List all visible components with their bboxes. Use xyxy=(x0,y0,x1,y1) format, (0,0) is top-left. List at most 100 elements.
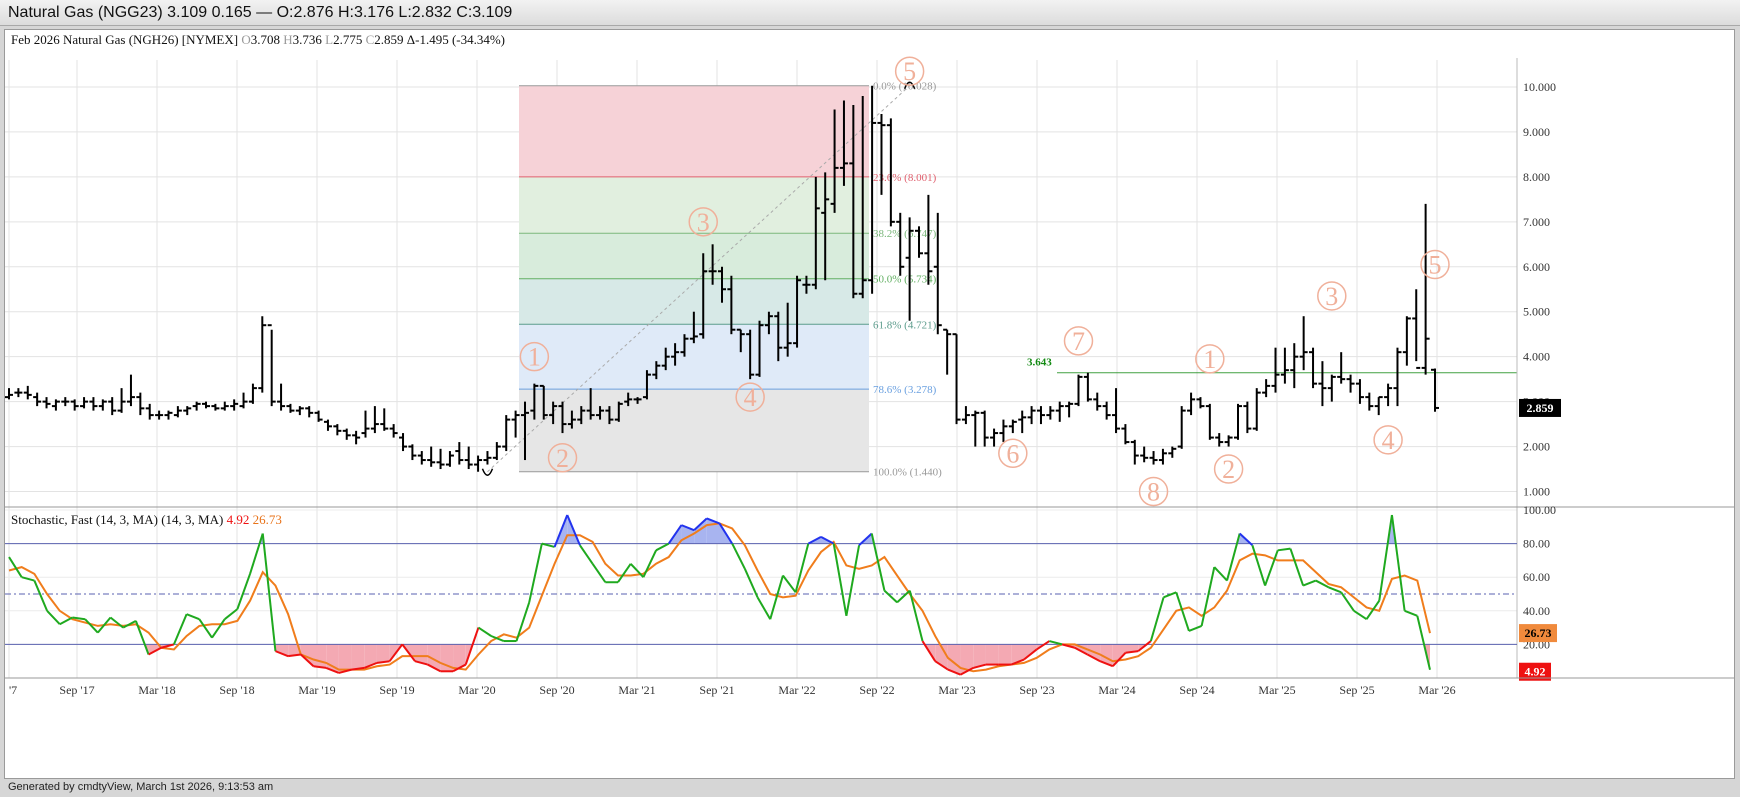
stoch-shade xyxy=(338,644,352,673)
ohlc-bar xyxy=(952,333,961,425)
ohlc-bar xyxy=(614,401,623,422)
fib-level-label: 23.6% (8.001) xyxy=(873,172,937,184)
stoch-k-segment xyxy=(845,545,861,617)
stoch-k-segment xyxy=(1416,615,1431,670)
stoch-tick-label: 40.00 xyxy=(1523,604,1550,618)
stoch-k-segment xyxy=(1099,660,1114,668)
price-tick-label: 2.000 xyxy=(1523,440,1550,454)
stoch-k-segment xyxy=(173,613,188,645)
stoch-k-segment xyxy=(1036,640,1050,651)
stoch-k-segment xyxy=(211,618,226,639)
price-tick-label: 6.000 xyxy=(1523,260,1550,274)
price-tick-label: 1.000 xyxy=(1523,485,1550,499)
stoch-k-segment xyxy=(947,668,961,676)
ohlc-bar xyxy=(277,383,286,411)
last-price-label: 2.859 xyxy=(1527,401,1554,415)
ohlc-bar xyxy=(567,410,576,429)
ohlc-bar xyxy=(417,451,426,465)
stoch-tick-label: 80.00 xyxy=(1523,537,1550,551)
ohlc-bar xyxy=(80,397,89,409)
stoch-shade xyxy=(275,644,289,657)
ohlc-bar xyxy=(1402,316,1411,366)
stoch-k-segment xyxy=(896,589,911,604)
ohlc-bar xyxy=(1055,401,1064,422)
price-header: Feb 2026 Natural Gas (NGH26) [NYMEX] O3.… xyxy=(11,32,505,47)
stoch-k-segment xyxy=(1188,624,1202,632)
ohlc-bar xyxy=(1393,347,1402,407)
ohlc-bar xyxy=(1008,419,1017,434)
stoch-k-segment xyxy=(46,610,61,625)
wave-number: 3 xyxy=(1325,282,1338,311)
stoch-k-segment xyxy=(908,590,924,642)
ohlc-bar xyxy=(1384,383,1393,407)
wave-circle xyxy=(1420,249,1450,280)
stoch-k-segment xyxy=(464,627,480,665)
ohlc-bar xyxy=(1412,289,1421,369)
time-axis: '7 Sep '17 Mar '18 Sep '18 Mar '19 Sep '19 Mar… xyxy=(9,683,1456,697)
ohlc-bar xyxy=(1299,316,1308,371)
ohlc-bar xyxy=(1140,446,1149,463)
stoch-k-segment xyxy=(1149,597,1165,642)
time-tick-label: Sep '23 xyxy=(1019,683,1054,697)
ohlc-bar xyxy=(905,217,914,321)
ohlc-bar xyxy=(1337,352,1346,384)
ohlc-bar xyxy=(1290,343,1299,389)
stoch-shade xyxy=(1100,644,1113,667)
ohlc-bar xyxy=(192,401,201,411)
ohlc-bar xyxy=(1309,347,1318,389)
stoch-shade xyxy=(364,644,377,668)
ohlc-bar xyxy=(886,118,895,227)
wave-label: 5 xyxy=(894,56,925,86)
time-tick-label: Mar '22 xyxy=(778,683,815,697)
price-tick-label: 4.000 xyxy=(1523,350,1550,364)
time-tick-label: Mar '20 xyxy=(458,683,495,697)
ohlc-bar xyxy=(164,410,173,420)
stoch-k-segment xyxy=(1061,643,1076,649)
stoch-k-segment xyxy=(224,608,238,620)
stochastic-header-part: 26.73 xyxy=(253,512,282,527)
price-header-part: 2.859 xyxy=(374,32,403,47)
price-tick-label: 10.000 xyxy=(1523,80,1556,94)
ohlc-bar xyxy=(155,410,164,420)
wave-number: 7 xyxy=(1072,327,1085,356)
ohlc-bar xyxy=(502,415,511,452)
d-value-label: 26.73 xyxy=(1525,626,1552,640)
ohlc-bar xyxy=(136,392,145,416)
chart-canvas[interactable]: 0.0% (10.028)23.6% (8.001)38.2% (6.747)5… xyxy=(5,30,1734,778)
ohlc-bar xyxy=(98,399,107,411)
ohlc-bar xyxy=(1112,388,1121,434)
time-tick-label: '7 xyxy=(9,683,17,697)
ohlc-bar xyxy=(1074,374,1083,407)
stoch-k-segment xyxy=(756,596,772,620)
ohlc-bar xyxy=(839,100,848,186)
ohlc-bar xyxy=(1346,374,1355,393)
time-tick-label: Mar '23 xyxy=(938,683,975,697)
ohlc-bar xyxy=(1018,410,1027,434)
ohlc-bar xyxy=(671,343,680,366)
ohlc-bar xyxy=(511,410,520,438)
stoch-k-segment xyxy=(1390,514,1406,611)
ohlc-bar xyxy=(474,455,483,472)
stoch-k-segment xyxy=(148,646,162,656)
wave-circle xyxy=(998,438,1028,469)
fib-level-label: 78.6% (3.278) xyxy=(873,384,937,396)
ohlc-bar xyxy=(117,388,126,413)
stoch-k-segment xyxy=(972,663,987,669)
chart-panel[interactable]: 0.0% (10.028) 23.6% (8.001) 38.2% (6.747) 5… xyxy=(4,29,1735,779)
wave-circle xyxy=(519,341,550,372)
wave-number: 2 xyxy=(556,444,569,473)
k-value-label: 4.92 xyxy=(1525,665,1546,679)
wave-circle xyxy=(547,443,578,473)
stoch-k-segment xyxy=(528,543,543,603)
stoch-k-segment xyxy=(1264,549,1279,586)
ohlc-bar xyxy=(642,370,651,400)
fib-level-label: 38.2% (6.747) xyxy=(873,228,937,240)
wave-circle xyxy=(1063,326,1094,356)
stoch-tick-label: 60.00 xyxy=(1523,570,1550,584)
ohlc-bar xyxy=(173,406,182,418)
ohlc-bar xyxy=(399,433,408,452)
fib-level-label: 50.0% (5.734) xyxy=(873,274,937,286)
ohlc-bar xyxy=(1083,372,1092,402)
stoch-k-segment xyxy=(807,535,822,545)
time-tick-label: Sep '22 xyxy=(859,683,894,697)
